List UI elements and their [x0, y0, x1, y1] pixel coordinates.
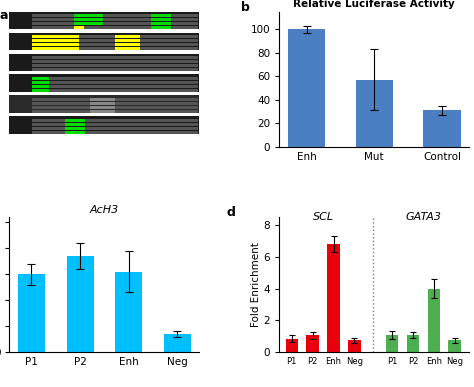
Bar	[32, 43, 198, 46]
Bar	[18, 274, 45, 352]
Bar	[90, 102, 115, 105]
Bar	[151, 18, 171, 21]
Bar	[151, 26, 171, 29]
Bar	[32, 68, 198, 71]
Bar	[32, 77, 198, 80]
Bar	[32, 18, 198, 21]
Bar	[448, 340, 461, 352]
Bar	[32, 39, 79, 42]
Bar	[32, 47, 79, 50]
Bar	[32, 106, 198, 109]
Bar	[32, 43, 79, 46]
Bar	[32, 22, 198, 25]
Bar	[407, 335, 419, 352]
Bar	[65, 131, 85, 134]
Bar	[32, 110, 198, 113]
Bar	[73, 26, 83, 29]
Bar	[32, 123, 198, 126]
Bar	[90, 98, 115, 101]
Bar	[32, 35, 198, 38]
Bar	[32, 47, 198, 50]
Bar	[90, 110, 115, 113]
Text: d: d	[226, 206, 235, 219]
Bar	[32, 77, 49, 80]
Title: AcH3: AcH3	[90, 205, 119, 215]
Bar	[327, 244, 340, 352]
Bar	[423, 110, 461, 147]
Y-axis label: Fold Enrichment: Fold Enrichment	[251, 242, 261, 327]
Bar	[386, 335, 398, 352]
Bar	[90, 106, 115, 109]
Bar	[32, 39, 198, 42]
Bar	[73, 18, 103, 21]
Bar	[32, 85, 198, 88]
Bar	[9, 33, 200, 50]
Bar	[9, 96, 200, 113]
Bar	[9, 74, 200, 92]
Bar	[73, 14, 103, 17]
Bar	[32, 119, 198, 122]
Bar	[32, 64, 198, 67]
Bar	[32, 89, 49, 92]
Bar	[32, 14, 198, 17]
Bar	[116, 272, 142, 352]
Text: b: b	[241, 1, 250, 14]
Bar	[32, 131, 198, 134]
Bar	[32, 98, 198, 101]
Bar	[32, 85, 49, 88]
Bar	[65, 127, 85, 130]
Bar	[32, 56, 198, 59]
Bar	[288, 29, 325, 147]
Text: SCL: SCL	[312, 212, 334, 222]
Bar	[65, 119, 85, 122]
Bar	[32, 89, 198, 92]
Bar	[9, 12, 200, 29]
Bar	[32, 35, 79, 38]
Text: GATA3: GATA3	[405, 212, 441, 222]
Bar	[32, 81, 49, 84]
Bar	[115, 47, 140, 50]
Bar	[151, 22, 171, 25]
Bar	[115, 39, 140, 42]
Bar	[348, 340, 361, 352]
Bar	[428, 289, 440, 352]
Bar	[115, 35, 140, 38]
Bar	[32, 81, 198, 84]
Bar	[285, 339, 298, 352]
Bar	[32, 127, 198, 130]
Bar	[32, 26, 198, 29]
Bar	[164, 334, 191, 352]
Bar	[32, 60, 198, 63]
Bar	[65, 123, 85, 126]
Bar	[306, 336, 319, 352]
Bar	[32, 102, 198, 105]
Bar	[356, 80, 393, 147]
Text: a: a	[0, 9, 9, 22]
Bar	[151, 14, 171, 17]
Bar	[115, 43, 140, 46]
Bar	[73, 22, 103, 25]
Bar	[67, 256, 93, 352]
Bar	[9, 116, 200, 134]
Title: Relative Luciferase Activity: Relative Luciferase Activity	[293, 0, 455, 9]
Bar	[9, 53, 200, 71]
